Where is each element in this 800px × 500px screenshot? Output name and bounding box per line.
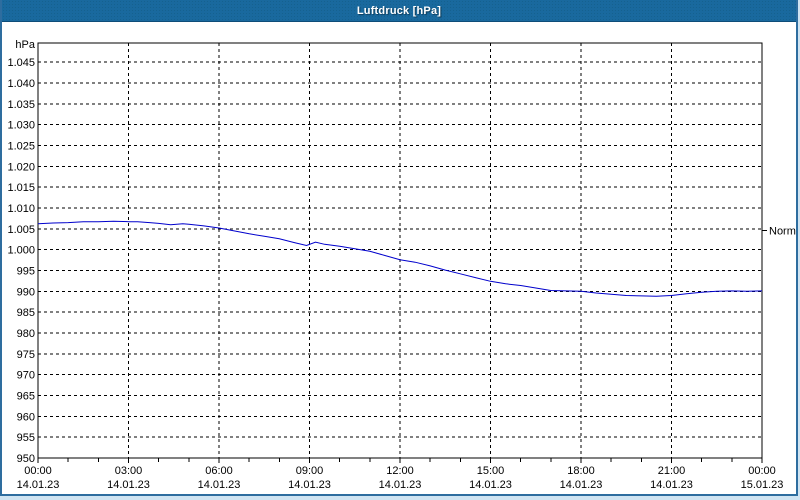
y-tick-label: 975: [17, 349, 35, 361]
y-tick-label: 990: [17, 286, 35, 298]
chart-area: 1.045 1.040 1.035 1.030 1.025 1.020 1.015 1.010…: [2, 22, 800, 493]
x-tick-label-date: 15.01.23: [741, 479, 784, 491]
y-tick-label: 1.030: [7, 120, 35, 132]
y-tick-label: 1.045: [7, 57, 35, 69]
y-tick-label: 980: [17, 328, 35, 340]
plot-border: [37, 42, 763, 459]
y-tick-label: 1.010: [7, 203, 35, 215]
y-tick-label: 1.015: [7, 182, 35, 194]
x-tick-label-time: 21:00: [658, 465, 686, 477]
y-tick-label: 1.005: [7, 224, 35, 236]
y-tick-label: 965: [17, 391, 35, 403]
window-title-bar[interactable]: Luftdruck [hPa]: [2, 0, 796, 22]
window-title: Luftdruck [hPa]: [356, 4, 442, 17]
x-tick-label-date: 14.01.23: [288, 479, 331, 491]
x-tick-label-date: 14.01.23: [650, 479, 693, 491]
x-tick-label-date: 14.01.23: [379, 479, 422, 491]
y-tick-label: 970: [17, 370, 35, 382]
pressure-chart: 1.045 1.040 1.035 1.030 1.025 1.020 1.015 1.010…: [7, 39, 800, 491]
x-tick-label-date: 14.01.23: [198, 479, 241, 491]
normal-label: Normal: [769, 226, 796, 238]
x-tick-label-time: 03:00: [115, 465, 143, 477]
y-tick-label: 1.040: [7, 78, 35, 90]
pressure-line: [37, 220, 763, 297]
x-tick-label-time: 12:00: [386, 465, 414, 477]
y-tick-label: 995: [17, 266, 35, 278]
y-tick-label: 985: [17, 307, 35, 319]
y-axis-unit-label: hPa: [15, 39, 35, 51]
x-tick-label-date: 14.01.23: [107, 479, 150, 491]
x-tick-label-date: 14.01.23: [560, 479, 603, 491]
x-tick-label-time: 00:00: [748, 465, 776, 477]
y-tick-label: 1.020: [7, 161, 35, 173]
x-tick-label-date: 14.01.23: [17, 479, 60, 491]
x-tick-label-time: 09:00: [296, 465, 324, 477]
y-tick-label: 960: [17, 411, 35, 423]
y-tick-label: 1.000: [7, 245, 35, 257]
y-tick-label: 1.025: [7, 141, 35, 153]
x-tick-label-time: 15:00: [477, 465, 505, 477]
y-tick-label: 1.035: [7, 99, 35, 111]
x-tick-label-time: 06:00: [205, 465, 233, 477]
x-tick-label-date: 14.01.23: [469, 479, 512, 491]
x-tick-label-time: 18:00: [567, 465, 595, 477]
x-tick-label-time: 00:00: [24, 465, 52, 477]
y-tick-label: 955: [17, 432, 35, 444]
y-tick-label: 950: [17, 453, 35, 465]
